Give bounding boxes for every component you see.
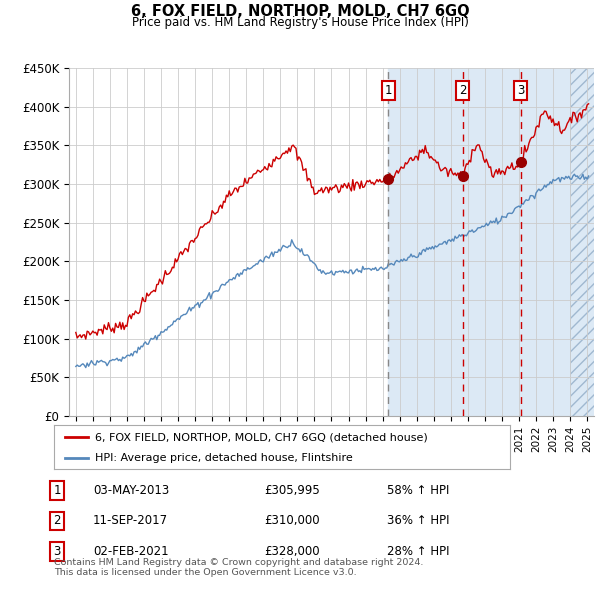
Text: 2: 2 <box>53 514 61 527</box>
Text: Price paid vs. HM Land Registry's House Price Index (HPI): Price paid vs. HM Land Registry's House … <box>131 16 469 29</box>
Text: 28% ↑ HPI: 28% ↑ HPI <box>387 545 449 558</box>
Text: 6, FOX FIELD, NORTHOP, MOLD, CH7 6GQ: 6, FOX FIELD, NORTHOP, MOLD, CH7 6GQ <box>131 4 469 19</box>
Text: 1: 1 <box>53 484 61 497</box>
Text: 1: 1 <box>385 84 392 97</box>
Text: 03-MAY-2013: 03-MAY-2013 <box>93 484 169 497</box>
Text: 58% ↑ HPI: 58% ↑ HPI <box>387 484 449 497</box>
Text: £328,000: £328,000 <box>264 545 320 558</box>
Text: HPI: Average price, detached house, Flintshire: HPI: Average price, detached house, Flin… <box>95 453 353 463</box>
Text: Contains HM Land Registry data © Crown copyright and database right 2024.
This d: Contains HM Land Registry data © Crown c… <box>54 558 424 577</box>
Text: 3: 3 <box>53 545 61 558</box>
Bar <box>388 68 570 416</box>
Text: 36% ↑ HPI: 36% ↑ HPI <box>387 514 449 527</box>
Text: £305,995: £305,995 <box>264 484 320 497</box>
Text: 02-FEB-2021: 02-FEB-2021 <box>93 545 169 558</box>
Text: 2: 2 <box>459 84 466 97</box>
Text: £310,000: £310,000 <box>264 514 320 527</box>
Text: 6, FOX FIELD, NORTHOP, MOLD, CH7 6GQ (detached house): 6, FOX FIELD, NORTHOP, MOLD, CH7 6GQ (de… <box>95 432 428 442</box>
Text: 11-SEP-2017: 11-SEP-2017 <box>93 514 168 527</box>
Bar <box>570 68 594 416</box>
Text: 3: 3 <box>517 84 524 97</box>
Bar <box>570 68 594 416</box>
